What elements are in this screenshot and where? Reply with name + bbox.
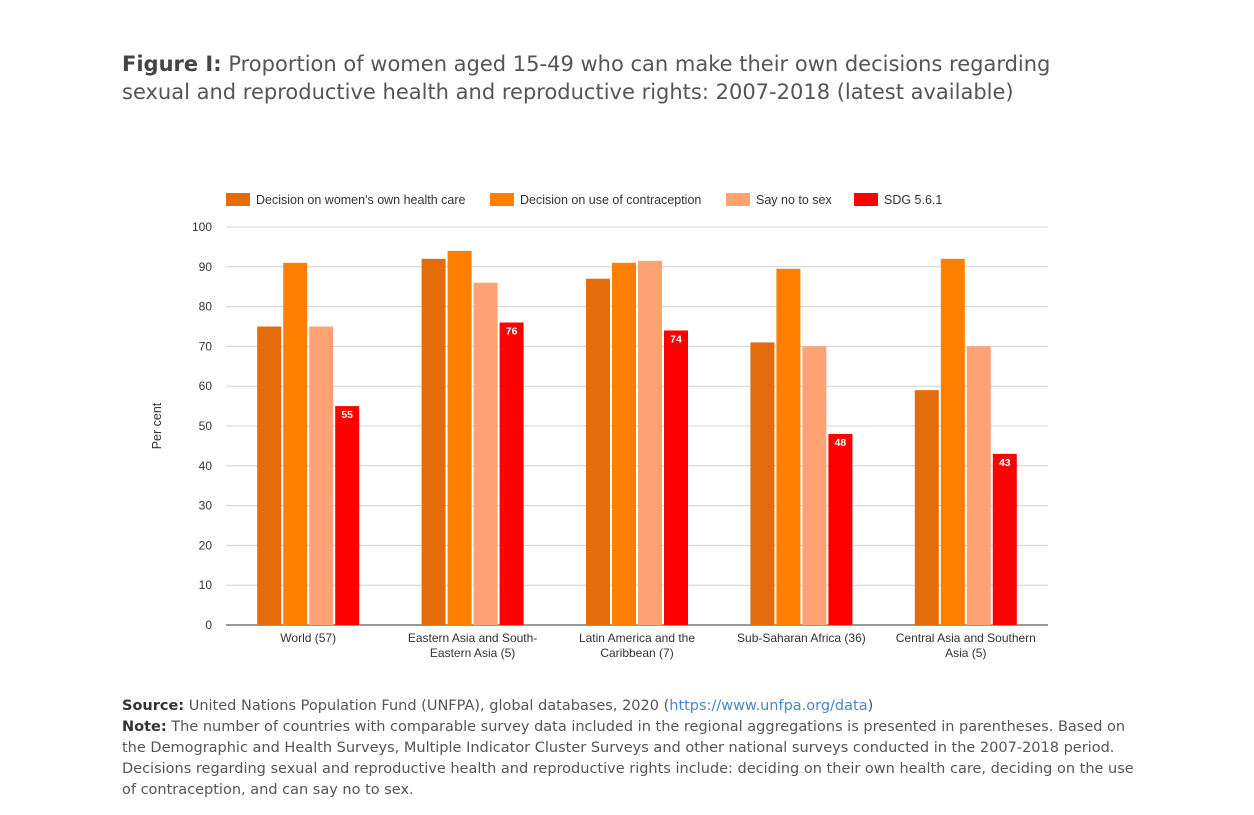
- data-label: 48: [835, 437, 847, 449]
- y-tick-label: 50: [199, 419, 213, 433]
- bar: [499, 322, 524, 625]
- data-label: 76: [506, 326, 518, 338]
- y-tick-label: 10: [199, 578, 213, 592]
- bar: [750, 342, 775, 625]
- bar: [638, 260, 662, 625]
- bar: [828, 433, 853, 625]
- legend-label: SDG 5.6.1: [884, 193, 942, 207]
- data-label: 43: [999, 457, 1011, 469]
- bar: [940, 258, 965, 625]
- y-tick-label: 0: [205, 618, 212, 632]
- x-tick-label: Eastern Asia (5): [430, 646, 515, 660]
- legend-swatch: [726, 193, 750, 206]
- legend-label: Decision on women's own health care: [256, 193, 465, 207]
- legend-label: Decision on use of contraception: [520, 193, 701, 207]
- source-text: United Nations Population Fund (UNFPA), …: [188, 698, 670, 714]
- x-tick-label: Central Asia and Southern: [896, 631, 1036, 645]
- x-tick-label: Sub-Saharan Africa (36): [737, 631, 866, 645]
- note-text: The number of countries with comparable …: [122, 719, 1134, 798]
- y-tick-label: 20: [199, 538, 213, 552]
- y-tick-label: 30: [199, 499, 213, 513]
- y-tick-label: 40: [199, 459, 213, 473]
- source-line: Source: United Nations Population Fund (…: [122, 696, 1142, 717]
- bar-chart: 0 10 20 30 40 50 60 70 80 90 100 Per cent 55 World (5…: [150, 193, 1048, 660]
- source-close: ): [867, 698, 874, 714]
- x-tick-label: Asia (5): [945, 646, 986, 660]
- legend-swatch: [226, 193, 250, 206]
- bar: [802, 346, 827, 625]
- bar: [257, 326, 282, 625]
- data-label: 74: [670, 333, 682, 345]
- y-tick-label: 100: [192, 220, 212, 234]
- bar: [309, 326, 334, 625]
- bar: [421, 258, 446, 625]
- figure-title: Figure I: Proportion of women aged 15-49…: [122, 50, 1122, 106]
- bar: [914, 390, 939, 625]
- figure-label: Figure I:: [122, 52, 222, 76]
- figure-title-text: Proportion of women aged 15-49 who can m…: [122, 52, 1051, 104]
- x-tick-label: Eastern Asia and South-: [408, 631, 537, 645]
- y-tick-label: 70: [199, 339, 213, 353]
- data-label: 55: [341, 409, 353, 421]
- bar: [966, 346, 991, 625]
- bar: [335, 406, 360, 625]
- y-axis-label: Per cent: [150, 402, 164, 449]
- bar: [283, 262, 308, 625]
- bar: [776, 268, 801, 625]
- legend-swatch: [490, 193, 514, 206]
- bar: [447, 250, 472, 625]
- source-link[interactable]: https://www.unfpa.org/data: [669, 698, 868, 714]
- x-tick-label: Caribbean (7): [600, 646, 673, 660]
- bar: [473, 282, 498, 625]
- note-label: Note:: [122, 719, 167, 735]
- bar: [664, 330, 688, 625]
- bar: [586, 278, 610, 625]
- x-tick-label: Latin America and the: [579, 631, 695, 645]
- source-label: Source:: [122, 698, 185, 714]
- note-line: Note: The number of countries with compa…: [122, 717, 1142, 801]
- legend-swatch: [854, 193, 878, 206]
- bar: [612, 262, 636, 625]
- y-tick-label: 60: [199, 379, 213, 393]
- y-tick-label: 80: [199, 300, 213, 314]
- y-tick-label: 90: [199, 260, 213, 274]
- bar: [992, 453, 1017, 625]
- figure-footer: Source: United Nations Population Fund (…: [122, 696, 1142, 801]
- x-tick-label: World (57): [280, 631, 336, 645]
- legend-label: Say no to sex: [756, 193, 832, 207]
